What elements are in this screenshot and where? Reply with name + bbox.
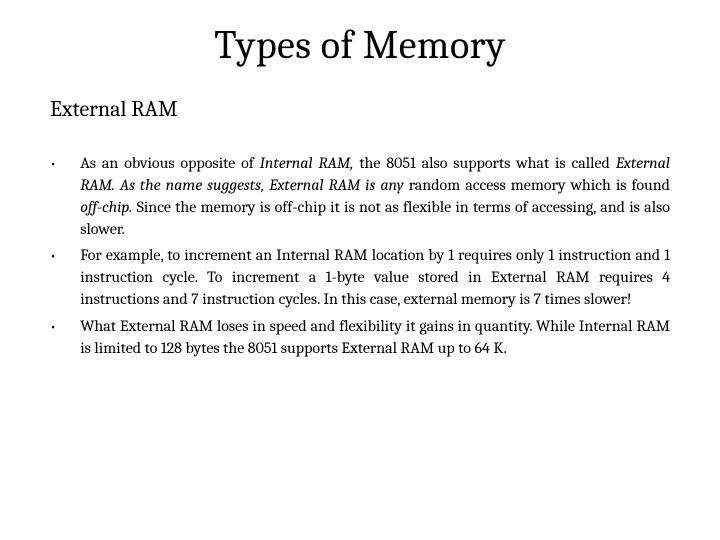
bullet-item: • For example, to increment an Internal R… bbox=[50, 244, 670, 310]
bullet-item: • What External RAM loses in speed and fl… bbox=[50, 315, 670, 359]
bullet-item: • As an obvious opposite of Internal RAM,… bbox=[50, 152, 670, 240]
bullet-text: As an obvious opposite of Internal RAM, … bbox=[80, 152, 670, 240]
bullet-text: What External RAM loses in speed and fle… bbox=[80, 315, 670, 359]
slide: Types of Memory External RAM • As an obvi… bbox=[0, 0, 720, 540]
bullet-list: • As an obvious opposite of Internal RAM,… bbox=[50, 152, 670, 359]
bullet-marker-icon: • bbox=[50, 247, 56, 264]
bullet-marker-icon: • bbox=[50, 318, 56, 335]
slide-title: Types of Memory bbox=[50, 22, 670, 68]
bullet-text: For example, to increment an Internal RA… bbox=[80, 244, 670, 310]
bullet-marker-icon: • bbox=[50, 155, 56, 172]
slide-subtitle: External RAM bbox=[50, 96, 670, 122]
